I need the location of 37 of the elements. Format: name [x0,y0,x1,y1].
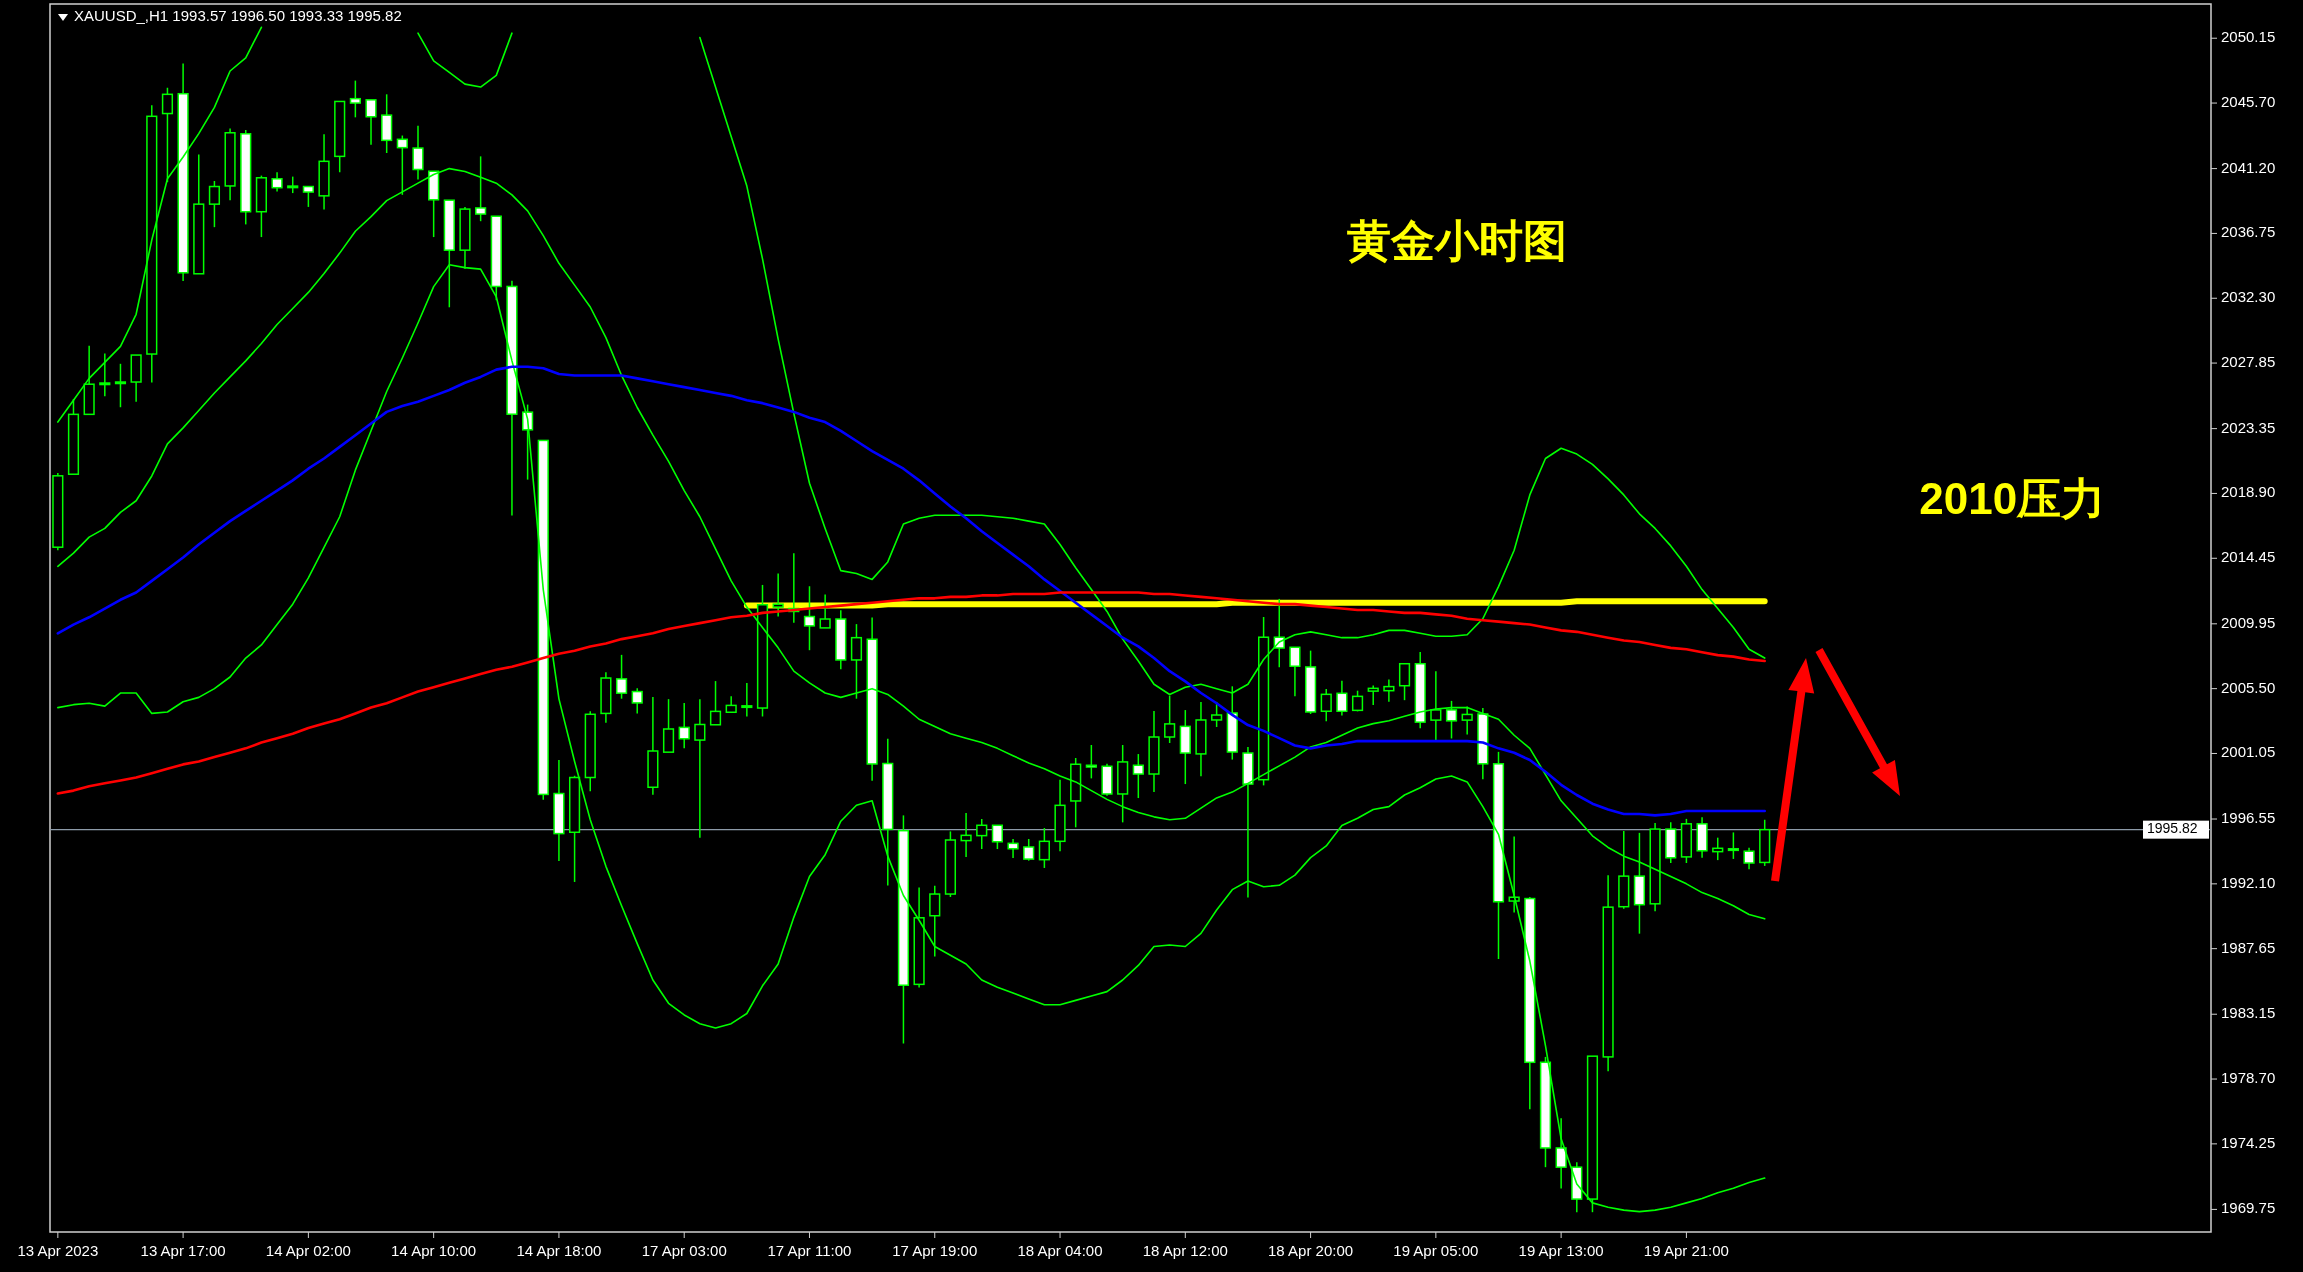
y-tick-label: 2014.45 [2221,548,2276,566]
y-tick-label: 1992.10 [2221,873,2276,891]
ref-line-label: 1995.82 [2147,820,2198,837]
x-tick-label: 18 Apr 04:00 [1017,1242,1103,1259]
x-tick-label: 18 Apr 12:00 [1142,1242,1228,1259]
y-tick-label: 2041.20 [2221,158,2276,176]
x-tick-label: 19 Apr 13:00 [1518,1242,1604,1259]
x-tick-label: 17 Apr 03:00 [641,1242,727,1259]
x-tick-label: 18 Apr 20:00 [1268,1242,1354,1259]
y-tick-label: 1969.75 [2221,1199,2276,1217]
x-tick-label: 17 Apr 19:00 [892,1242,978,1259]
y-tick-label: 1996.55 [2221,808,2276,826]
y-tick-label: 2050.15 [2221,28,2276,46]
x-tick-label: 19 Apr 05:00 [1393,1242,1479,1259]
chart-title: XAUUSD_,H1 1993.57 1996.50 1993.33 1995.82 [74,7,402,24]
y-tick-label: 2045.70 [2221,93,2276,111]
y-tick-label: 2001.05 [2221,743,2276,761]
x-tick-label: 14 Apr 18:00 [516,1242,602,1259]
x-tick-label: 19 Apr 21:00 [1643,1242,1729,1259]
y-tick-label: 2036.75 [2221,223,2276,241]
x-tick-label: 14 Apr 10:00 [391,1242,477,1259]
y-tick-label: 1974.25 [2221,1133,2276,1151]
text: 2010压力 [1919,473,2106,523]
y-tick-label: 1983.15 [2221,1004,2276,1022]
y-tick-label: 2032.30 [2221,288,2276,306]
x-tick-label: 14 Apr 02:00 [265,1242,351,1259]
y-tick-label: 2005.50 [2221,678,2276,696]
x-tick-label: 13 Apr 17:00 [140,1242,226,1259]
annotation: 黄金小时图 [1346,215,1567,265]
y-tick-label: 2023.35 [2221,418,2276,436]
y-tick-label: 1987.65 [2221,938,2276,956]
y-tick-label: 1978.70 [2221,1069,2276,1087]
x-tick-label: 13 Apr 2023 [17,1242,99,1259]
y-tick-label: 2027.85 [2221,353,2276,371]
y-tick-label: 2009.95 [2221,613,2276,631]
x-tick-label: 17 Apr 11:00 [767,1242,852,1259]
y-tick-label: 2018.90 [2221,483,2276,501]
